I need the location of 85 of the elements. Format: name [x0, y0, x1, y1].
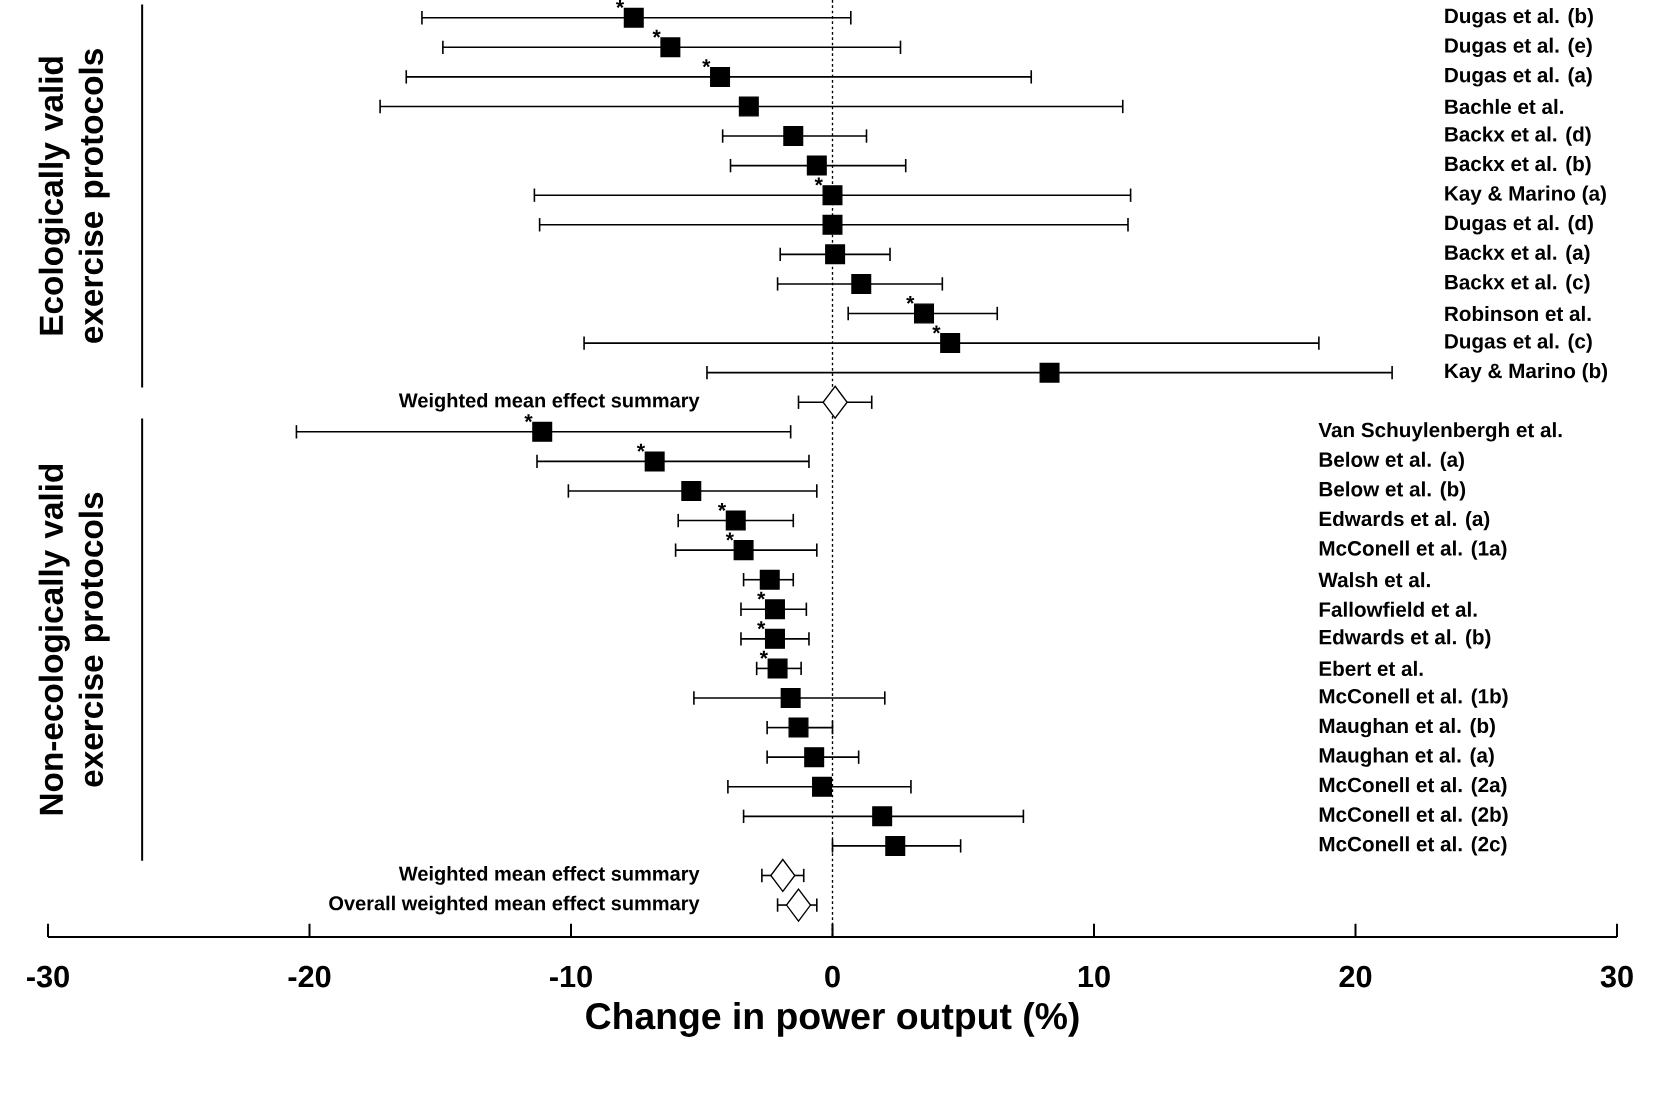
point [733, 540, 754, 561]
y-tick-label: Below et al. (b) [1319, 481, 1466, 501]
point [725, 510, 746, 531]
point [780, 688, 801, 709]
point [785, 888, 812, 922]
data-label: * [615, 0, 625, 9]
data-label: * [932, 325, 941, 334]
y-tick-label: Maughan et al. (b) [1319, 717, 1495, 738]
y-tick-label: Below et al. (a) [1319, 451, 1464, 472]
y-tick-label: McConell et al. (2a) [1319, 777, 1507, 797]
x-tick-label: -30 [27, 965, 69, 988]
point [851, 273, 872, 294]
data-label: * [524, 414, 533, 423]
y-tick-label: Dugas et al. (a) [1445, 67, 1592, 87]
annotation: Ecologically valid exercise protocols [38, 49, 110, 343]
point [764, 628, 785, 649]
y-tick-label: McConell et al. (1b) [1319, 688, 1508, 708]
point [783, 126, 804, 147]
y-tick-label: Dugas et al. (e) [1445, 37, 1592, 57]
point [767, 658, 788, 679]
data-label: * [702, 59, 711, 68]
point [872, 806, 893, 827]
point [812, 776, 833, 797]
data-label: * [759, 650, 768, 659]
point [738, 96, 759, 117]
y-tick-label: Ebert et al. [1319, 660, 1423, 677]
point [681, 480, 702, 501]
point [940, 333, 961, 354]
point [710, 66, 731, 87]
point [764, 599, 785, 620]
data-label: * [906, 295, 915, 304]
point [822, 185, 843, 206]
y-tick-label: McConell et al. (1a) [1319, 540, 1507, 560]
data-label: * [652, 29, 661, 38]
y-tick-label: Backx et al. (d) [1445, 126, 1591, 146]
point [532, 421, 553, 442]
data-label: * [717, 502, 727, 511]
y-tick-label: Fallowfield et al. [1319, 601, 1477, 617]
y-tick-label: Backx et al. (c) [1445, 274, 1590, 294]
point [804, 747, 825, 768]
y-tick-label: Backx et al. (b) [1445, 155, 1591, 176]
x-tick-label: 20 [1339, 965, 1372, 988]
y-tick-label: Backx et al. (a) [1445, 244, 1590, 264]
y-tick-label: Robinson et al. [1445, 305, 1591, 322]
y-tick-label: Kay & Marino (a) [1445, 185, 1606, 205]
x-axis-title: Change in power output (%) [586, 1001, 1079, 1037]
y-tick-label: McConell et al. (2b) [1319, 806, 1508, 826]
y-tick-label: Maughan et al. (a) [1319, 747, 1494, 767]
point [759, 569, 780, 590]
y-tick-label: Dugas et al. (c) [1445, 333, 1592, 353]
y-tick-label: Weighted mean effect summary [398, 392, 700, 412]
point [660, 37, 681, 58]
point [825, 244, 846, 265]
data-label: * [814, 177, 823, 186]
point [770, 858, 796, 893]
y-tick-label: Weighted mean effect summary [398, 866, 700, 885]
x-tick-label: 30 [1600, 965, 1633, 988]
y-tick-label: Edwards et al. (a) [1319, 510, 1490, 531]
point [1039, 362, 1060, 383]
y-tick-label: Dugas et al. (b) [1445, 8, 1593, 28]
y-tick-label: Overall weighted mean effect summary [329, 895, 700, 915]
x-tick-label: 10 [1078, 965, 1110, 988]
point [644, 451, 665, 472]
x-tick-label: -20 [288, 965, 331, 988]
x-tick-label: -10 [550, 965, 592, 988]
data-label: * [636, 443, 646, 452]
point [885, 835, 906, 856]
data-label: * [757, 591, 766, 600]
y-tick-label: Dugas et al. (d) [1445, 215, 1593, 235]
point [822, 385, 848, 419]
point [914, 303, 935, 324]
y-tick-label: Walsh et al. [1318, 572, 1430, 588]
annotation: Non-ecologically valid exercise protocols [38, 464, 110, 815]
data-label: * [725, 532, 734, 541]
data-label: * [757, 621, 766, 630]
point [623, 7, 644, 28]
point [806, 155, 827, 176]
y-tick-label: Bachle et al. [1445, 98, 1564, 115]
point [822, 214, 843, 235]
x-tick-label: 0 [825, 965, 840, 988]
y-tick-label: Van Schuylenbergh et al. [1318, 422, 1562, 442]
y-tick-label: McConell et al. (2c) [1319, 836, 1507, 856]
y-tick-label: Edwards et al. (b) [1319, 629, 1491, 649]
point [788, 717, 809, 738]
y-tick-label: Kay & Marino (b) [1445, 363, 1608, 383]
